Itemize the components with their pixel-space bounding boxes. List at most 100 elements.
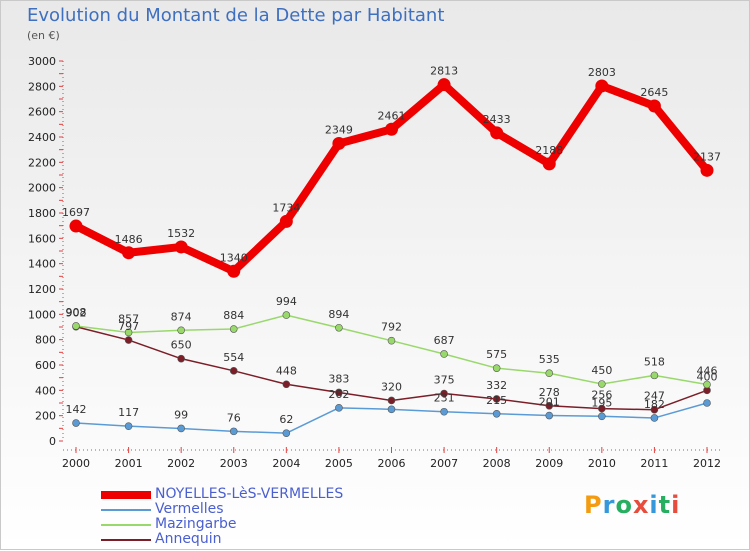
y-tick-label: 2800: [28, 80, 56, 93]
logo-letter: i: [671, 491, 681, 519]
data-label-3: 383: [328, 372, 349, 385]
data-point-1: [177, 424, 185, 433]
data-point-1: [598, 412, 606, 421]
chart-unit: (en €): [27, 29, 60, 42]
data-label-2: 450: [591, 364, 612, 377]
logo-letter: r: [602, 491, 616, 519]
data-label-0: 2137: [693, 150, 721, 163]
data-point-3: [545, 401, 554, 410]
data-label-3: 320: [381, 380, 402, 393]
x-tick-label: 2007: [430, 457, 458, 470]
data-label-1: 231: [434, 392, 455, 405]
data-label-2: 857: [118, 312, 139, 325]
y-tick-label: 2000: [28, 182, 56, 195]
data-label-0: 2813: [430, 65, 458, 78]
data-point-0: [279, 214, 293, 228]
data-label-1: 215: [486, 394, 507, 407]
data-label-3: 375: [434, 374, 455, 387]
y-tick-label: 600: [35, 359, 56, 372]
legend-swatch: [101, 491, 151, 499]
x-tick-label: 2002: [167, 457, 195, 470]
x-tick-label: 2010: [588, 457, 616, 470]
data-point-1: [72, 419, 80, 427]
legend-label: Annequin: [155, 531, 222, 547]
data-point-0: [332, 136, 346, 150]
data-point-1: [650, 414, 659, 422]
y-tick-label: 1800: [28, 207, 56, 220]
data-label-3: 332: [486, 379, 507, 392]
data-label-3: 400: [697, 370, 718, 383]
data-point-1: [124, 422, 133, 430]
data-label-0: 2433: [483, 113, 511, 126]
data-label-3: 902: [66, 307, 87, 320]
chart-title: Evolution du Montant de la Dette par Hab…: [27, 5, 445, 26]
data-point-2: [545, 369, 554, 378]
data-point-3: [229, 367, 238, 375]
data-label-2: 884: [223, 309, 244, 322]
data-label-2: 687: [434, 334, 455, 347]
data-point-3: [387, 396, 396, 405]
y-tick-label: 2600: [28, 106, 56, 119]
data-label-1: 201: [539, 396, 560, 409]
x-tick-label: 2004: [272, 457, 300, 470]
data-label-2: 894: [328, 308, 349, 321]
data-label-3: 797: [118, 320, 139, 333]
data-label-1: 76: [227, 411, 241, 424]
data-point-0: [542, 157, 556, 171]
data-point-1: [387, 405, 396, 414]
data-point-3: [492, 395, 501, 403]
x-tick-label: 2000: [62, 457, 90, 470]
x-tick-label: 2011: [640, 457, 668, 470]
data-point-3: [650, 405, 659, 414]
data-point-0: [700, 163, 714, 177]
data-label-0: 1532: [167, 227, 195, 240]
data-label-1: 195: [591, 396, 612, 409]
y-tick-label: 2400: [28, 131, 56, 144]
data-point-0: [122, 246, 136, 260]
y-tick-label: 1200: [28, 283, 56, 296]
data-label-2: 446: [697, 365, 718, 378]
data-label-3: 554: [223, 351, 244, 364]
legend-swatch: [101, 524, 151, 526]
data-point-1: [440, 407, 448, 416]
logo-letter: o: [615, 491, 633, 519]
data-label-3: 448: [276, 364, 297, 377]
data-label-3: 247: [644, 390, 665, 403]
data-point-0: [69, 219, 83, 233]
data-label-3: 256: [591, 389, 612, 402]
data-point-1: [703, 399, 711, 407]
data-label-0: 1486: [115, 233, 143, 246]
data-label-2: 535: [539, 353, 560, 366]
y-tick-label: 0: [49, 435, 56, 448]
data-label-1: 62: [279, 413, 293, 426]
legend-label: NOYELLES-LèS-VERMELLES: [155, 486, 344, 502]
data-label-0: 2188: [535, 144, 563, 157]
y-tick-label: 800: [35, 334, 56, 347]
logo-letter: P: [584, 491, 603, 519]
logo-letter: t: [658, 491, 672, 519]
data-point-1: [282, 429, 291, 437]
y-tick-label: 200: [35, 410, 56, 423]
data-point-0: [647, 99, 661, 113]
data-point-2: [387, 336, 396, 345]
x-tick-label: 2003: [220, 457, 248, 470]
data-label-2: 874: [171, 310, 192, 323]
legend-label: Mazingarbe: [155, 516, 237, 532]
data-label-1: 182: [644, 398, 665, 411]
y-tick-label: 2200: [28, 156, 56, 169]
data-label-2: 908: [66, 306, 87, 319]
data-point-2: [177, 326, 185, 335]
data-label-1: 117: [118, 406, 139, 419]
data-label-0: 1340: [220, 251, 248, 264]
data-point-2: [440, 350, 448, 358]
data-point-3: [282, 380, 291, 389]
y-tick-label: 1400: [28, 258, 56, 271]
data-point-3: [440, 389, 448, 398]
legend-swatch: [101, 509, 151, 511]
y-tick-label: 1600: [28, 232, 56, 245]
data-label-1: 142: [66, 403, 87, 416]
data-label-0: 1734: [272, 201, 300, 214]
proxiti-logo: Proxiti: [584, 491, 680, 519]
x-tick-label: 2001: [115, 457, 143, 470]
